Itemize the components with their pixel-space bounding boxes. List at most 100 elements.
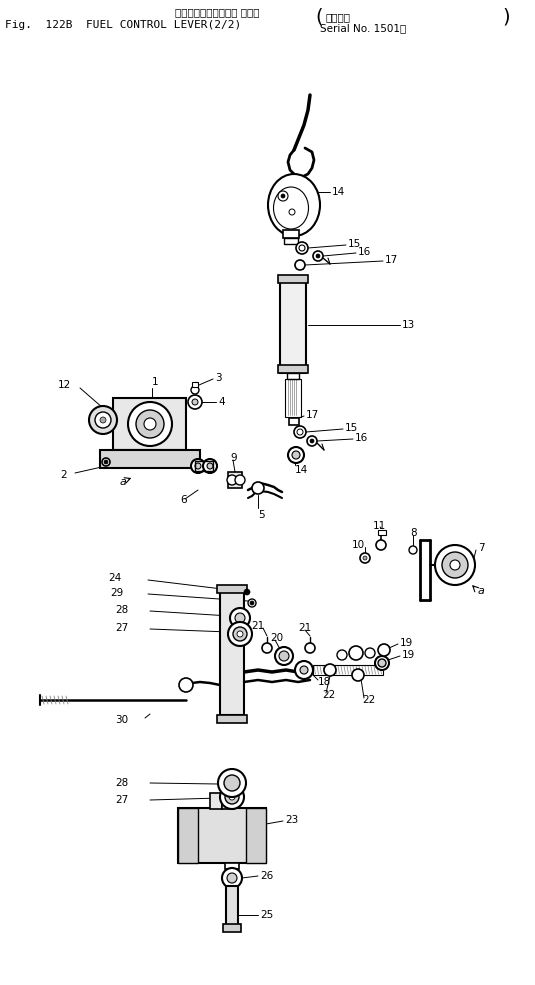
Circle shape: [230, 608, 250, 628]
Text: 28: 28: [115, 778, 128, 788]
Circle shape: [295, 260, 305, 270]
Circle shape: [352, 669, 364, 681]
Text: Serial No. 1501～: Serial No. 1501～: [320, 23, 406, 33]
Circle shape: [281, 194, 285, 198]
Bar: [225, 863, 239, 869]
Bar: [195, 461, 213, 471]
Text: 20: 20: [270, 633, 283, 643]
Circle shape: [252, 482, 264, 494]
Circle shape: [228, 622, 252, 646]
Circle shape: [310, 439, 314, 443]
Text: 12: 12: [58, 380, 71, 390]
Text: 27: 27: [115, 623, 128, 633]
Circle shape: [244, 589, 250, 595]
Circle shape: [229, 794, 235, 800]
Text: 19: 19: [402, 650, 415, 660]
Ellipse shape: [268, 174, 320, 236]
Circle shape: [128, 402, 172, 446]
Text: 29: 29: [110, 588, 123, 598]
Text: 22: 22: [362, 695, 375, 705]
Circle shape: [192, 399, 198, 405]
Text: 13: 13: [402, 320, 415, 330]
Text: 15: 15: [345, 423, 358, 433]
Circle shape: [191, 386, 199, 394]
Circle shape: [191, 459, 205, 473]
Text: a: a: [478, 586, 485, 596]
Bar: [217, 715, 247, 723]
Text: 16: 16: [358, 247, 371, 257]
Bar: [178, 808, 266, 863]
Circle shape: [224, 775, 240, 791]
Text: 30: 30: [115, 715, 128, 725]
Circle shape: [262, 643, 272, 653]
Circle shape: [222, 868, 242, 888]
Circle shape: [376, 540, 386, 550]
Circle shape: [294, 426, 306, 438]
Text: 11: 11: [373, 521, 386, 531]
Circle shape: [378, 659, 386, 667]
Circle shape: [442, 552, 468, 578]
Bar: [100, 450, 200, 468]
Bar: [192, 382, 198, 387]
Circle shape: [296, 242, 308, 254]
Text: ): ): [502, 8, 510, 27]
Bar: [246, 808, 266, 863]
Circle shape: [292, 451, 300, 459]
Circle shape: [435, 545, 475, 585]
Text: 7: 7: [478, 543, 485, 553]
Circle shape: [363, 556, 367, 560]
Circle shape: [313, 251, 323, 261]
Bar: [217, 585, 247, 593]
Bar: [285, 379, 301, 417]
Circle shape: [305, 643, 315, 653]
Bar: [287, 373, 299, 379]
Circle shape: [307, 436, 317, 446]
Text: 23: 23: [285, 815, 298, 825]
Bar: [220, 590, 244, 715]
Text: 18: 18: [318, 677, 331, 687]
Circle shape: [375, 656, 389, 670]
Text: 17: 17: [385, 255, 398, 265]
Text: 28: 28: [115, 605, 128, 615]
Bar: [378, 530, 386, 535]
Circle shape: [360, 553, 370, 563]
Circle shape: [278, 191, 288, 201]
Ellipse shape: [273, 187, 309, 229]
Text: 27: 27: [115, 795, 128, 805]
Circle shape: [409, 546, 417, 554]
Circle shape: [188, 395, 202, 409]
Circle shape: [179, 678, 193, 692]
Text: 25: 25: [260, 910, 273, 920]
Text: 14: 14: [332, 187, 345, 197]
Text: 5: 5: [258, 510, 265, 520]
Circle shape: [275, 647, 293, 665]
Circle shape: [100, 417, 106, 423]
Text: 17: 17: [306, 410, 319, 420]
Bar: [289, 418, 299, 425]
Circle shape: [299, 245, 305, 251]
Bar: [278, 275, 308, 283]
Text: 9: 9: [230, 453, 236, 463]
Circle shape: [450, 560, 460, 570]
Text: 24: 24: [108, 573, 121, 583]
Bar: [178, 808, 198, 863]
Text: 8: 8: [410, 528, 417, 538]
Bar: [228, 472, 242, 488]
Bar: [210, 793, 222, 809]
Circle shape: [227, 873, 237, 883]
Text: 21: 21: [298, 623, 311, 633]
Circle shape: [195, 463, 201, 469]
Circle shape: [136, 410, 164, 438]
Circle shape: [288, 447, 304, 463]
Circle shape: [225, 790, 239, 804]
Text: 22: 22: [322, 690, 335, 700]
Circle shape: [279, 651, 289, 661]
Bar: [280, 278, 306, 373]
Bar: [226, 886, 238, 926]
Text: (: (: [315, 8, 323, 27]
Bar: [278, 365, 308, 373]
Bar: [313, 665, 383, 675]
Text: 1: 1: [152, 377, 158, 387]
Circle shape: [102, 458, 110, 466]
Text: 21: 21: [251, 621, 264, 631]
